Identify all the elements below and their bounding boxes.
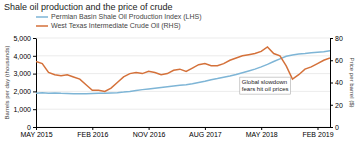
y-axis: 0 1,000 2,000 3,000 4,000 5,000 [13, 35, 36, 131]
annotation-box [240, 77, 291, 94]
x-axis-line [37, 127, 331, 128]
x-axis-tick: FEB 2016 [77, 127, 108, 138]
y2-axis-tick-label: 20 [335, 101, 343, 108]
annotation-line: fears hit oil prices [242, 86, 289, 92]
y2-axis: 0 20 40 60 80 [330, 35, 343, 131]
y2-axis-tick-mark [330, 60, 333, 61]
x-axis-tick-label: MAY 2018 [246, 131, 278, 138]
x-axis-tick: AUG 2017 [189, 127, 222, 138]
y-axis-tick-label: 3,000 [13, 70, 31, 77]
y-axis-line [36, 39, 37, 128]
annotation-text: Global slowdownfears hit oil prices [242, 79, 289, 92]
series-lines [36, 47, 330, 94]
y2-axis-tick-label: 80 [335, 35, 343, 42]
grid-line [36, 73, 330, 74]
y-axis-title: Barrels per day (thousands) [4, 45, 10, 119]
x-axis-tick-mark [261, 127, 262, 130]
y2-axis-tick: 60 [330, 57, 343, 64]
y-axis-tick: 3,000 [13, 70, 36, 77]
legend-item: Permian Basin Shale Oil Production Index… [36, 13, 202, 21]
y2-axis-tick-label: 0 [335, 124, 339, 131]
annotation: Global slowdownfears hit oil prices [240, 77, 291, 94]
y2-axis-tick: 20 [330, 101, 343, 108]
x-axis-tick: MAY 2018 [246, 127, 278, 138]
y-axis-tick-label: 2,000 [13, 88, 31, 95]
y2-axis-tick-mark [330, 38, 333, 39]
y2-axis-title: Price per barrel ($) [349, 57, 355, 107]
grid-line [36, 109, 330, 110]
y-axis-tick-label: 1,000 [13, 106, 31, 113]
x-axis-tick-label: NOV 2016 [133, 131, 166, 138]
annotation-line: Global slowdown [242, 79, 287, 85]
y2-axis-tick-mark [330, 83, 333, 84]
y-axis-tick: 0 [27, 124, 36, 131]
x-axis-tick-mark [149, 127, 150, 130]
chart: MAY 2015 FEB 2016 NOV 2016 AUG 2017 MAY 2018… [0, 0, 358, 141]
y-axis-tick-mark [33, 91, 36, 92]
x-axis-tick-label: MAY 2015 [20, 131, 52, 138]
y-axis-tick-mark [33, 74, 36, 75]
y-axis-tick-label: 4,000 [13, 53, 31, 60]
x-axis-tick-label: AUG 2017 [189, 131, 222, 138]
legend-label: Permian Basin Shale Oil Production Index… [51, 13, 202, 21]
y-axis-tick-label: 5,000 [13, 35, 31, 42]
legend: Permian Basin Shale Oil Production Index… [36, 13, 202, 30]
y-axis-tick: 4,000 [13, 53, 36, 60]
grid [36, 38, 330, 127]
x-axis-tick-mark [92, 127, 93, 130]
y2-axis-tick-label: 60 [335, 57, 343, 64]
y-axis-tick: 1,000 [13, 106, 36, 113]
x-axis-tick: FEB 2019 [302, 127, 333, 138]
x-axis-tick-mark [205, 127, 206, 130]
y-axis-tick-mark [33, 56, 36, 57]
series-line [36, 51, 330, 94]
series-line [36, 47, 330, 92]
x-axis-tick-label: FEB 2016 [77, 131, 108, 138]
legend-item: West Texas Intermediate Crude Oil (RHS) [36, 22, 181, 30]
legend-swatch [36, 16, 48, 18]
y2-axis-tick: 0 [330, 124, 339, 131]
plot: MAY 2015 FEB 2016 NOV 2016 AUG 2017 MAY 2018… [13, 35, 342, 138]
x-axis-tick-mark [317, 127, 318, 130]
y-axis-tick-mark [33, 127, 36, 128]
y2-axis-tick-mark [330, 105, 333, 106]
y2-axis-tick-label: 40 [335, 79, 343, 86]
grid-line [36, 127, 330, 128]
y-axis-tick-mark [33, 38, 36, 39]
grid-line [36, 38, 330, 39]
y-axis-tick-mark [33, 109, 36, 110]
x-axis: MAY 2015 FEB 2016 NOV 2016 AUG 2017 MAY 2018… [20, 127, 333, 138]
x-axis-tick: NOV 2016 [133, 127, 166, 138]
y2-axis-tick: 40 [330, 79, 343, 86]
y2-axis-tick-mark [330, 127, 333, 128]
y2-axis-tick: 80 [330, 35, 343, 42]
title: Shale oil production and the price of cr… [4, 2, 173, 12]
legend-swatch [36, 25, 48, 27]
x-axis-tick: MAY 2015 [20, 127, 52, 138]
legend-label: West Texas Intermediate Crude Oil (RHS) [51, 22, 181, 30]
y-axis-tick-label: 0 [27, 124, 31, 131]
x-axis-tick-label: FEB 2019 [302, 131, 333, 138]
y-axis-tick: 5,000 [13, 35, 36, 42]
y-axis-tick: 2,000 [13, 88, 36, 95]
